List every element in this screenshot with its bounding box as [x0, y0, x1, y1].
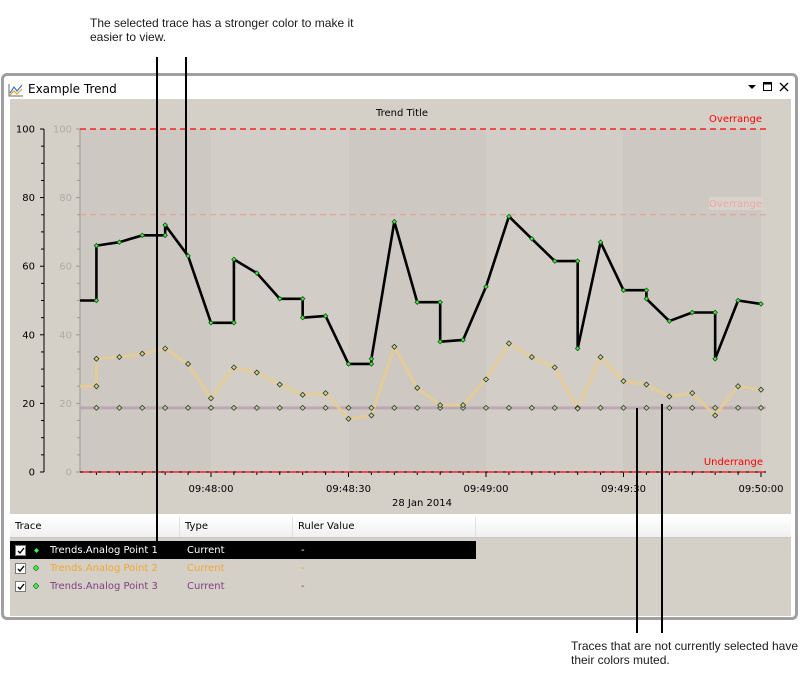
trace-visible-checkbox[interactable]	[15, 580, 26, 592]
svg-text:20: 20	[22, 399, 35, 410]
trace-name: Trends.Analog Point 3	[50, 580, 158, 592]
svg-text:Underrange: Underrange	[704, 457, 763, 468]
trace-name: Trends.Analog Point 2	[50, 562, 158, 574]
grid-header-fill	[476, 517, 791, 538]
date-label: 28 Jan 2014	[392, 498, 452, 509]
svg-text:100: 100	[53, 125, 72, 136]
svg-text:Overrange: Overrange	[709, 199, 762, 210]
column-header-type[interactable]: Type	[180, 517, 293, 537]
svg-text:80: 80	[22, 193, 35, 204]
svg-text:0: 0	[29, 468, 35, 479]
close-icon[interactable]	[779, 81, 789, 93]
trace-row[interactable]: Trends.Analog Point 1 Current -	[10, 541, 476, 559]
trace-row[interactable]: Trends.Analog Point 3 Current -	[10, 577, 476, 595]
column-header-trace[interactable]: Trace	[10, 517, 180, 537]
trend-chart[interactable]: Trend Title 100 100 80 80 60 60 40 40 20 20 0 0 09:48…	[10, 99, 791, 514]
trace-type: Current	[187, 562, 225, 574]
trace-type: Current	[187, 580, 225, 592]
svg-text:09:48:30: 09:48:30	[326, 484, 371, 495]
svg-text:09:49:30: 09:49:30	[601, 484, 646, 495]
callout-selected-trace: The selected trace has a stronger color …	[90, 16, 354, 44]
svg-text:80: 80	[59, 193, 72, 204]
trace-ruler-value: -	[301, 562, 305, 574]
trace-marker-icon	[32, 583, 40, 589]
svg-text:09:49:00: 09:49:00	[464, 484, 509, 495]
svg-text:0: 0	[66, 468, 72, 479]
svg-text:40: 40	[22, 330, 35, 341]
callout-muted-traces: Traces that are not currently selected h…	[571, 639, 799, 667]
svg-text:60: 60	[22, 262, 35, 273]
trace-visible-checkbox[interactable]	[15, 544, 26, 556]
trace-grid: Trace Type Ruler Value Trends.Analog Poi…	[10, 517, 791, 616]
svg-text:Overrange: Overrange	[709, 114, 762, 125]
svg-text:09:48:00: 09:48:00	[189, 484, 234, 495]
trace-ruler-value: -	[301, 580, 305, 592]
trend-chart-icon	[8, 82, 24, 97]
grid-header: Trace Type Ruler Value	[10, 517, 476, 538]
trace-row[interactable]: Trends.Analog Point 2 Current -	[10, 559, 476, 577]
svg-text:40: 40	[59, 330, 72, 341]
trace-name: Trends.Analog Point 1	[50, 544, 158, 556]
trend-window: Example Trend Trend Title 100 100 80 80 60 60 4…	[1, 73, 798, 620]
trace-marker-icon	[32, 565, 40, 571]
svg-text:60: 60	[59, 262, 72, 273]
trace-visible-checkbox[interactable]	[15, 562, 26, 574]
dropdown-icon[interactable]	[747, 81, 757, 93]
svg-text:100: 100	[16, 125, 35, 136]
trend-plot[interactable]: Trend Title 100 100 80 80 60 60 40 40 20 20 0 0 09:48…	[10, 99, 791, 514]
trace-marker-icon	[32, 547, 40, 553]
chart-title: Trend Title	[375, 108, 428, 119]
maximize-icon[interactable]	[763, 81, 773, 93]
title-bar[interactable]: Example Trend	[8, 78, 791, 100]
svg-text:09:50:00: 09:50:00	[739, 484, 784, 495]
window-title: Example Trend	[28, 82, 117, 96]
trace-ruler-value: -	[301, 544, 305, 556]
column-header-ruler-value[interactable]: Ruler Value	[293, 517, 476, 537]
trace-type: Current	[187, 544, 225, 556]
svg-text:20: 20	[59, 399, 72, 410]
